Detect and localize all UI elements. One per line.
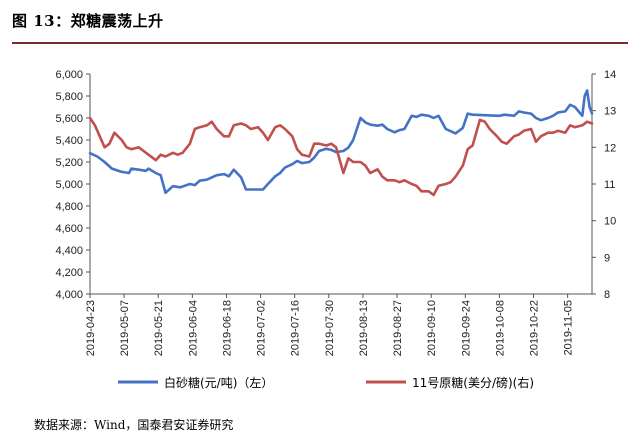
series-line-raw-sugar-11 [88,116,594,197]
y-left-tick-label: 6,000 [55,69,83,81]
y-axis-left-ticks: 4,000 4,200 4,400 4,600 4,800 5,000 5,200 5,400… [55,69,90,301]
y-right-tick-label: 10 [604,216,616,228]
y-left-tick-label: 4,600 [55,223,83,235]
y-right-tick-label: 13 [604,106,616,118]
chart-title: 图 13：郑糖震荡上升 [12,12,164,30]
x-tick-label: 2019-09-10 [426,300,438,356]
title-divider [12,42,628,44]
y-right-tick-label: 14 [604,69,616,81]
y-right-tick-label: 11 [604,179,615,191]
series-lines [88,89,594,197]
x-tick-label: 2019-05-21 [153,300,165,356]
x-tick-label: 2019-08-27 [392,300,404,356]
x-tick-label: 2019-08-13 [358,300,370,356]
x-tick-label: 2019-09-24 [460,300,472,356]
series-line-white-sugar [88,89,594,195]
y-left-tick-label: 5,600 [55,113,83,125]
x-tick-label: 2019-06-18 [221,300,233,356]
x-tick-label: 2019-06-04 [187,300,199,356]
y-right-tick-label: 9 [604,252,610,264]
y-right-tick-label: 12 [604,142,616,154]
chart-axes [89,74,593,295]
y-left-tick-label: 5,000 [55,179,83,191]
x-tick-label: 2019-10-08 [494,300,506,356]
y-left-tick-label: 5,200 [55,157,83,169]
y-left-tick-label: 4,000 [55,289,83,301]
y-right-tick-label: 8 [604,289,610,301]
x-tick-label: 2019-07-30 [324,300,336,356]
y-left-tick-label: 5,800 [55,91,83,103]
x-tick-label: 2019-04-23 [85,300,97,356]
legend-label-raw-sugar-11: 11号原糖(美分/磅)(右) [412,375,534,390]
y-left-tick-label: 4,800 [55,201,83,213]
x-tick-label: 2019-11-05 [563,300,575,355]
x-tick-label: 2019-07-16 [290,300,302,356]
source-note: 数据来源：Wind，国泰君安证券研究 [34,418,234,432]
legend-label-white-sugar: 白砂糖(元/吨)（左） [164,375,273,390]
x-tick-label: 2019-10-22 [529,300,541,356]
x-axis-ticks: 2019-04-23 2019-05-07 2019-05-21 2019-06-04… [85,294,575,356]
y-left-tick-label: 5,400 [55,135,83,147]
x-tick-label: 2019-05-07 [119,300,131,356]
legend: 白砂糖(元/吨)（左） 11号原糖(美分/磅)(右) [118,375,534,390]
y-left-tick-label: 4,400 [55,245,83,257]
x-tick-label: 2019-07-02 [256,300,268,356]
y-axis-right-ticks: 8 9 10 11 12 13 14 [592,69,616,301]
y-left-tick-label: 4,200 [55,267,83,279]
